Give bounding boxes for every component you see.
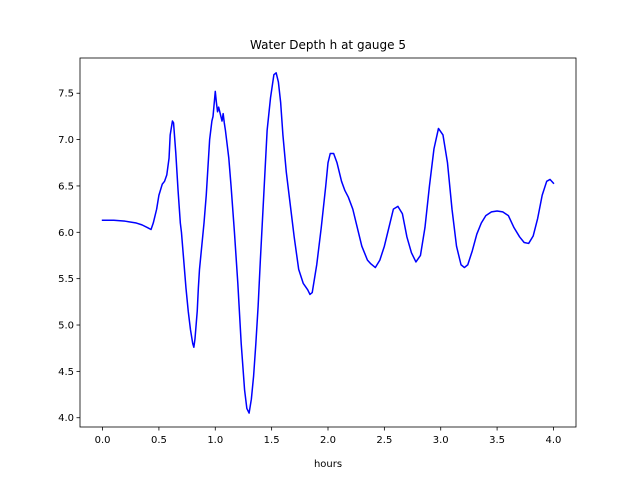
x-tick-label: 0.5 [151,435,167,446]
x-tick-label: 1.5 [264,435,280,446]
y-tick-label: 5.5 [58,274,74,285]
x-tick-label: 2.5 [376,435,392,446]
x-tick-label: 4.0 [546,435,562,446]
y-tick-label: 7.5 [58,89,74,100]
x-tick-label: 3.5 [489,435,505,446]
y-tick-label: 6.0 [58,228,74,239]
y-tick-label: 5.0 [58,321,74,332]
y-tick-label: 7.0 [58,135,74,146]
x-axis-label: hours [314,459,342,470]
y-tick-label: 4.0 [58,413,74,424]
chart-title: Water Depth h at gauge 5 [250,38,406,52]
y-tick-label: 6.5 [58,181,74,192]
x-tick-label: 1.0 [207,435,223,446]
y-axis: 4.0 4.5 5.0 5.5 6.0 6.5 7.0 7.5 [58,89,80,424]
x-axis: 0.0 0.5 1.0 1.5 2.0 2.5 3.0 3.5 4.0 [95,427,562,446]
y-tick-label: 4.5 [58,367,74,378]
x-tick-label: 0.0 [95,435,111,446]
series-line-1 [101,72,555,414]
x-tick-label: 3.0 [433,435,449,446]
x-tick-label: 2.0 [320,435,336,446]
